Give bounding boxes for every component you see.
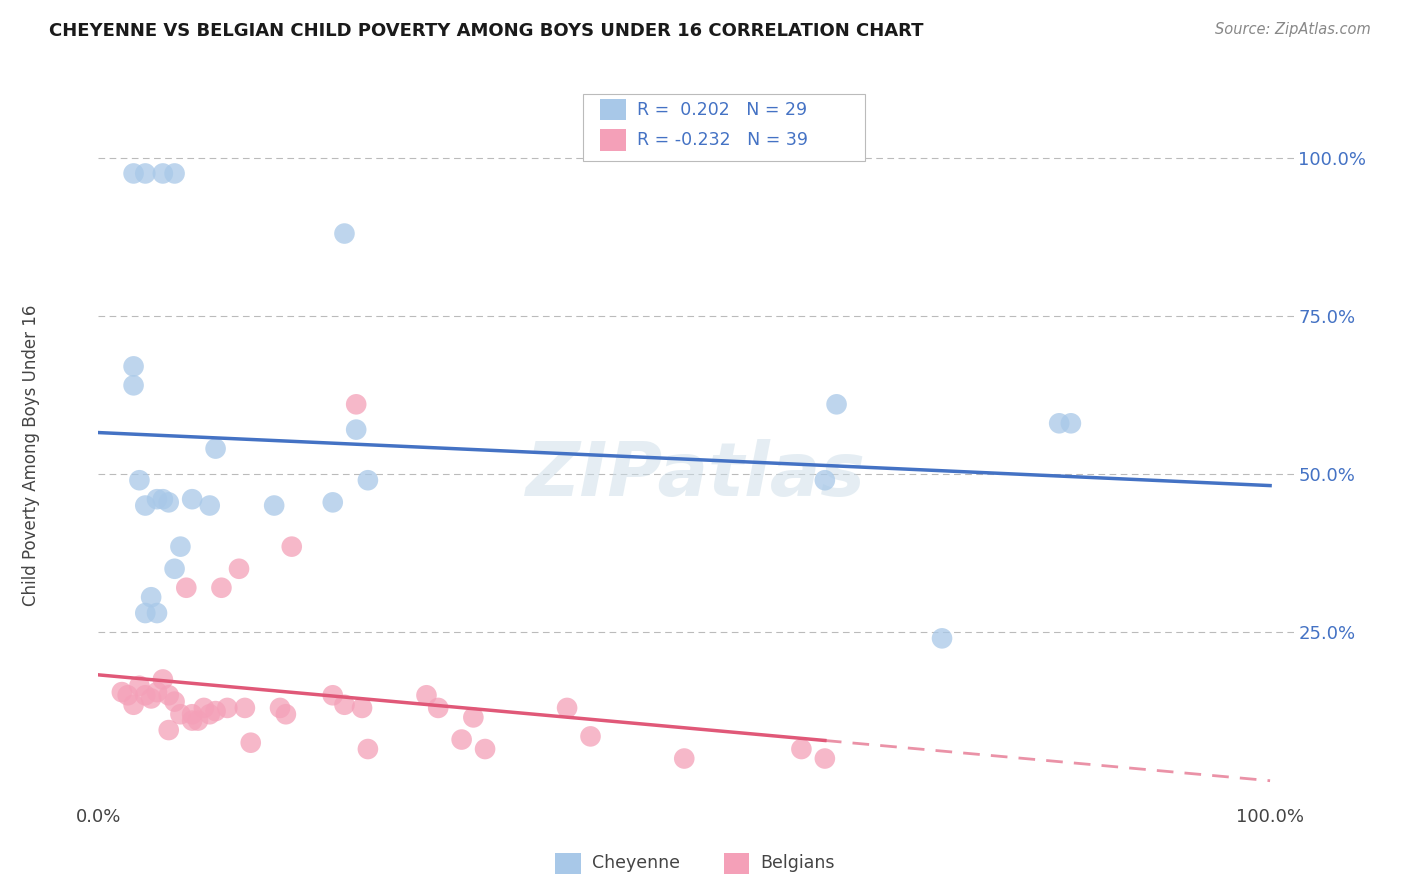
Point: [174, 581, 197, 595]
Point: [357, 473, 380, 487]
Point: [128, 679, 150, 693]
Point: [163, 166, 186, 180]
Point: [281, 540, 304, 554]
Point: [204, 704, 226, 718]
Point: [157, 723, 180, 737]
Point: [134, 166, 156, 180]
Point: [427, 701, 450, 715]
Point: [344, 423, 367, 437]
Point: [322, 688, 344, 702]
Point: [555, 701, 578, 715]
Text: R = -0.232   N = 39: R = -0.232 N = 39: [637, 131, 808, 149]
Point: [344, 397, 367, 411]
Point: [217, 701, 239, 715]
Point: [931, 632, 953, 646]
Point: [122, 359, 145, 374]
Point: [117, 688, 139, 702]
Point: [579, 730, 602, 744]
Point: [322, 495, 344, 509]
Point: [450, 732, 472, 747]
Point: [333, 227, 356, 241]
Point: [128, 473, 150, 487]
Text: Source: ZipAtlas.com: Source: ZipAtlas.com: [1215, 22, 1371, 37]
Point: [790, 742, 813, 756]
Point: [274, 707, 297, 722]
Text: Cheyenne: Cheyenne: [592, 855, 681, 872]
Point: [1047, 417, 1070, 431]
Point: [163, 562, 186, 576]
Point: [204, 442, 226, 456]
Point: [1060, 417, 1083, 431]
Point: [163, 695, 186, 709]
Point: [141, 591, 163, 605]
Point: [814, 751, 837, 765]
Point: [152, 673, 174, 687]
Point: [146, 492, 169, 507]
Point: [198, 707, 221, 722]
Point: [134, 688, 156, 702]
Point: [415, 688, 437, 702]
Point: [169, 540, 191, 554]
Point: [263, 499, 285, 513]
Point: [233, 701, 256, 715]
Point: [169, 707, 191, 722]
Point: [474, 742, 496, 756]
Point: [352, 701, 374, 715]
Point: [181, 707, 204, 722]
Point: [181, 714, 204, 728]
Point: [357, 742, 380, 756]
Point: [463, 710, 485, 724]
Point: [198, 499, 221, 513]
Text: Belgians: Belgians: [761, 855, 835, 872]
Point: [228, 562, 250, 576]
Point: [269, 701, 291, 715]
Point: [333, 698, 356, 712]
Point: [122, 378, 145, 392]
Point: [187, 714, 209, 728]
Point: [134, 499, 156, 513]
Point: [152, 166, 174, 180]
Point: [141, 691, 163, 706]
Text: CHEYENNE VS BELGIAN CHILD POVERTY AMONG BOYS UNDER 16 CORRELATION CHART: CHEYENNE VS BELGIAN CHILD POVERTY AMONG …: [49, 22, 924, 40]
Text: ZIPatlas: ZIPatlas: [526, 439, 866, 512]
Point: [193, 701, 215, 715]
Point: [146, 606, 169, 620]
Point: [673, 751, 696, 765]
Point: [157, 688, 180, 702]
Point: [211, 581, 233, 595]
Point: [157, 495, 180, 509]
Point: [146, 685, 169, 699]
Point: [134, 606, 156, 620]
Point: [239, 736, 262, 750]
Point: [181, 492, 204, 507]
Text: R =  0.202   N = 29: R = 0.202 N = 29: [637, 101, 807, 119]
Point: [152, 492, 174, 507]
Point: [122, 166, 145, 180]
Point: [111, 685, 134, 699]
Point: [825, 397, 848, 411]
Point: [814, 473, 837, 487]
Point: [122, 698, 145, 712]
Text: Child Poverty Among Boys Under 16: Child Poverty Among Boys Under 16: [22, 304, 39, 606]
